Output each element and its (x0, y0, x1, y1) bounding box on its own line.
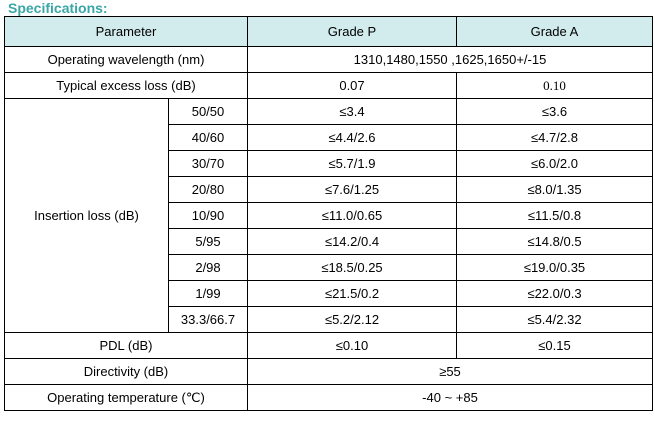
insertion-grade-p: ≤11.0/0.65 (247, 202, 457, 229)
row-label-excess-loss: Typical excess loss (dB) (4, 72, 248, 99)
table-row: Typical excess loss (dB) 0.07 0.10 (4, 72, 653, 99)
table-row: 30/70 ≤5.7/1.9 ≤6.0/2.0 (5, 150, 653, 177)
header-parameter: Parameter (4, 16, 248, 47)
ratio-cell: 20/80 (168, 176, 248, 203)
row-label-pdl: PDL (dB) (4, 332, 248, 359)
table-row: 10/90 ≤11.0/0.65 ≤11.5/0.8 (5, 202, 653, 229)
excess-loss-grade-a: 0.10 (456, 72, 653, 99)
ratio-cell: 5/95 (168, 228, 248, 255)
insertion-grade-a: ≤8.0/1.35 (456, 176, 653, 203)
table-row: 40/60 ≤4.4/2.6 ≤4.7/2.8 (5, 124, 653, 151)
table-row: 33.3/66.7 ≤5.2/2.12 ≤5.4/2.32 (5, 306, 653, 333)
table-row: 20/80 ≤7.6/1.25 ≤8.0/1.35 (5, 176, 653, 203)
row-label-wavelength: Operating wavelength (nm) (4, 46, 248, 73)
ratio-cell: 50/50 (168, 98, 248, 125)
table-row: Directivity (dB) ≥55 (4, 358, 653, 385)
insertion-grade-a: ≤19.0/0.35 (456, 254, 653, 281)
wavelength-value: 1310,1480,1550 ,1625,1650+/-15 (247, 46, 653, 73)
ratio-cell: 1/99 (168, 280, 248, 307)
insertion-grade-a: ≤6.0/2.0 (456, 150, 653, 177)
table-row: 2/98 ≤18.5/0.25 ≤19.0/0.35 (5, 254, 653, 281)
ratio-cell: 30/70 (168, 150, 248, 177)
specifications-table: Parameter Grade P Grade A Operating wave… (4, 16, 653, 411)
table-row: Insertion loss (dB) 50/50 ≤3.4 ≤3.6 (4, 98, 653, 333)
pdl-grade-a: ≤0.15 (456, 332, 653, 359)
table-row: Operating wavelength (nm) 1310,1480,1550… (4, 46, 653, 73)
insertion-grade-p: ≤4.4/2.6 (247, 124, 457, 151)
ratio-cell: 33.3/66.7 (168, 306, 248, 333)
row-label-temperature: Operating temperature (℃) (4, 384, 248, 411)
insertion-grade-p: ≤7.6/1.25 (247, 176, 457, 203)
table-row: PDL (dB) ≤0.10 ≤0.15 (4, 332, 653, 359)
row-label-insertion-loss: Insertion loss (dB) (4, 98, 169, 333)
insertion-grade-a: ≤14.8/0.5 (456, 228, 653, 255)
insertion-grade-p: ≤18.5/0.25 (247, 254, 457, 281)
insertion-grade-p: ≤14.2/0.4 (247, 228, 457, 255)
row-label-directivity: Directivity (dB) (4, 358, 248, 385)
insertion-grade-a: ≤22.0/0.3 (456, 280, 653, 307)
directivity-value: ≥55 (247, 358, 653, 385)
ratio-cell: 2/98 (168, 254, 248, 281)
pdl-grade-p: ≤0.10 (247, 332, 457, 359)
insertion-grade-a: ≤11.5/0.8 (456, 202, 653, 229)
section-title: Specifications: (8, 0, 108, 16)
insertion-grade-a: ≤3.6 (456, 98, 653, 125)
header-grade-a: Grade A (456, 16, 653, 47)
table-row: 5/95 ≤14.2/0.4 ≤14.8/0.5 (5, 228, 653, 255)
insertion-grade-a: ≤4.7/2.8 (456, 124, 653, 151)
excess-loss-grade-p: 0.07 (247, 72, 457, 99)
table-row: Operating temperature (℃) -40 ~ +85 (4, 384, 653, 411)
ratio-cell: 10/90 (168, 202, 248, 229)
insertion-grade-p: ≤21.5/0.2 (247, 280, 457, 307)
insertion-grade-p: ≤5.7/1.9 (247, 150, 457, 177)
insertion-grade-a: ≤5.4/2.32 (456, 306, 653, 333)
insertion-grade-p: ≤5.2/2.12 (247, 306, 457, 333)
table-row: 1/99 ≤21.5/0.2 ≤22.0/0.3 (5, 280, 653, 307)
temperature-value: -40 ~ +85 (247, 384, 653, 411)
header-grade-p: Grade P (247, 16, 457, 47)
ratio-cell: 40/60 (168, 124, 248, 151)
header-row: Parameter Grade P Grade A (4, 16, 653, 47)
insertion-grade-p: ≤3.4 (247, 98, 457, 125)
